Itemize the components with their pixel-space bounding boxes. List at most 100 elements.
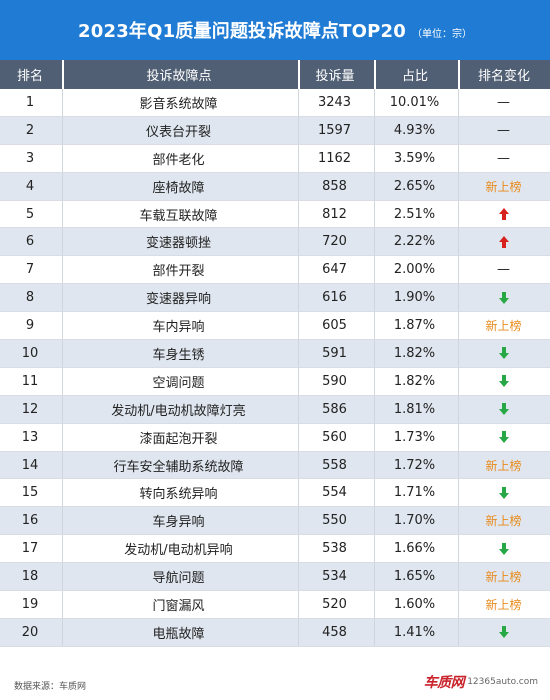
issue-cell: 变速器顿挫: [62, 228, 294, 256]
share-cell: 1.70%: [374, 507, 454, 535]
rank-cell: 18: [21, 569, 39, 585]
share-cell: 4.93%: [374, 116, 454, 144]
count-cell: 1162: [298, 144, 370, 172]
count-cell: 550: [298, 507, 370, 535]
table-row: 9 车内异响 605 1.87% 新上榜: [0, 312, 550, 341]
rank-cell: 7: [25, 262, 35, 278]
table-row: 17 发动机/电动机异响 538 1.66%: [0, 535, 550, 564]
share-cell: 1.71%: [374, 479, 454, 507]
share-cell: 1.82%: [374, 340, 454, 367]
share-cell: 10.01%: [374, 89, 454, 116]
share-cell: 1.82%: [374, 367, 454, 395]
change-cell: [458, 395, 548, 423]
issue-cell: 车内异响: [62, 312, 294, 340]
table-row: 14 行车安全辅助系统故障 558 1.72% 新上榜: [0, 451, 550, 480]
header-rank: 排名: [16, 69, 43, 84]
change-cell: [458, 284, 548, 312]
arrow-down-icon: [498, 403, 509, 416]
rank-cell: 15: [21, 485, 39, 501]
share-cell: 1.65%: [374, 563, 454, 591]
header-issue: 投诉故障点: [62, 60, 294, 89]
change-cell: [458, 479, 548, 507]
rank-cell: 16: [21, 513, 39, 529]
rank-cell: 11: [21, 373, 39, 389]
arrow-up-icon: [498, 208, 509, 220]
table-row: 5 车载互联故障 812 2.51%: [0, 200, 550, 229]
arrow-up-icon: [498, 235, 509, 248]
table-row: 19 门窗漏风 520 1.60% 新上榜: [0, 591, 550, 619]
arrow-down-icon: [498, 291, 509, 304]
change-cell: [458, 228, 548, 256]
arrow-down-icon: [498, 626, 509, 639]
count-cell: 720: [298, 228, 370, 256]
issue-cell: 门窗漏风: [62, 591, 294, 618]
change-cell: —: [458, 256, 548, 284]
issue-cell: 电瓶故障: [62, 618, 294, 646]
rank-cell: 1: [25, 94, 35, 110]
table-body: 1 影音系统故障 3243 10.01% —2 仪表台开裂 1597 4.93% —3 部件老化 1…: [0, 89, 550, 647]
unit-label: （单位：宗）: [411, 28, 472, 40]
data-source: 数据来源：车质网: [14, 682, 87, 692]
new-entry-badge: 新上榜: [485, 570, 522, 585]
table-row: 4 座椅故障 858 2.65% 新上榜: [0, 172, 550, 201]
share-cell: 1.60%: [374, 591, 454, 618]
change-cell: 新上榜: [458, 507, 548, 535]
table-row: 2 仪表台开裂 1597 4.93% —: [0, 116, 550, 145]
rank-cell: 8: [25, 290, 35, 306]
table-row: 13 漆面起泡开裂 560 1.73%: [0, 423, 550, 452]
issue-cell: 行车安全辅助系统故障: [62, 451, 294, 479]
table-row: 7 部件开裂 647 2.00% —: [0, 256, 550, 285]
count-cell: 558: [298, 451, 370, 479]
share-cell: 1.81%: [374, 395, 454, 423]
issue-cell: 影音系统故障: [62, 89, 294, 116]
share-cell: 2.65%: [374, 172, 454, 200]
new-entry-badge: 新上榜: [485, 319, 522, 334]
count-cell: 605: [298, 312, 370, 340]
count-cell: 586: [298, 395, 370, 423]
new-entry-badge: 新上榜: [485, 179, 522, 194]
share-cell: 1.73%: [374, 423, 454, 451]
table-row: 15 转向系统异响 554 1.71%: [0, 479, 550, 508]
table-row: 16 车身异响 550 1.70% 新上榜: [0, 507, 550, 536]
change-cell: 新上榜: [458, 563, 548, 591]
issue-cell: 车载互联故障: [62, 200, 294, 228]
change-cell: [458, 200, 548, 228]
arrow-down-icon: [498, 486, 509, 499]
change-cell: 新上榜: [458, 591, 548, 618]
arrow-down-icon: [498, 347, 509, 360]
header-share: 占比: [374, 60, 454, 89]
change-cell: —: [458, 116, 548, 144]
issue-cell: 部件开裂: [62, 256, 294, 284]
arrow-down-icon: [498, 375, 509, 388]
count-cell: 647: [298, 256, 370, 284]
rank-cell: 6: [25, 234, 35, 250]
share-cell: 3.59%: [374, 144, 454, 172]
count-cell: 554: [298, 479, 370, 507]
rank-cell: 5: [25, 206, 35, 222]
table-header: 排名 投诉故障点 投诉量 占比 排名变化: [0, 60, 550, 89]
change-cell: [458, 535, 548, 563]
share-cell: 1.66%: [374, 535, 454, 563]
no-change-dash: —: [497, 122, 510, 138]
page-title: 2023年Q1质量问题投诉故障点TOP20: [78, 21, 406, 42]
count-cell: 616: [298, 284, 370, 312]
count-cell: 458: [298, 618, 370, 646]
title-bar: 2023年Q1质量问题投诉故障点TOP20 （单位：宗）: [0, 0, 550, 60]
issue-cell: 变速器异响: [62, 284, 294, 312]
table-row: 3 部件老化 1162 3.59% —: [0, 144, 550, 173]
count-cell: 590: [298, 367, 370, 395]
change-cell: —: [458, 89, 548, 116]
change-cell: [458, 340, 548, 367]
count-cell: 534: [298, 563, 370, 591]
no-change-dash: —: [497, 150, 510, 166]
change-cell: [458, 423, 548, 451]
new-entry-badge: 新上榜: [485, 597, 522, 612]
table-row: 8 变速器异响 616 1.90%: [0, 284, 550, 313]
table-row: 11 空调问题 590 1.82%: [0, 367, 550, 396]
count-cell: 538: [298, 535, 370, 563]
count-cell: 591: [298, 340, 370, 367]
new-entry-badge: 新上榜: [485, 458, 522, 473]
new-entry-badge: 新上榜: [485, 514, 522, 529]
share-cell: 1.90%: [374, 284, 454, 312]
change-cell: [458, 367, 548, 395]
